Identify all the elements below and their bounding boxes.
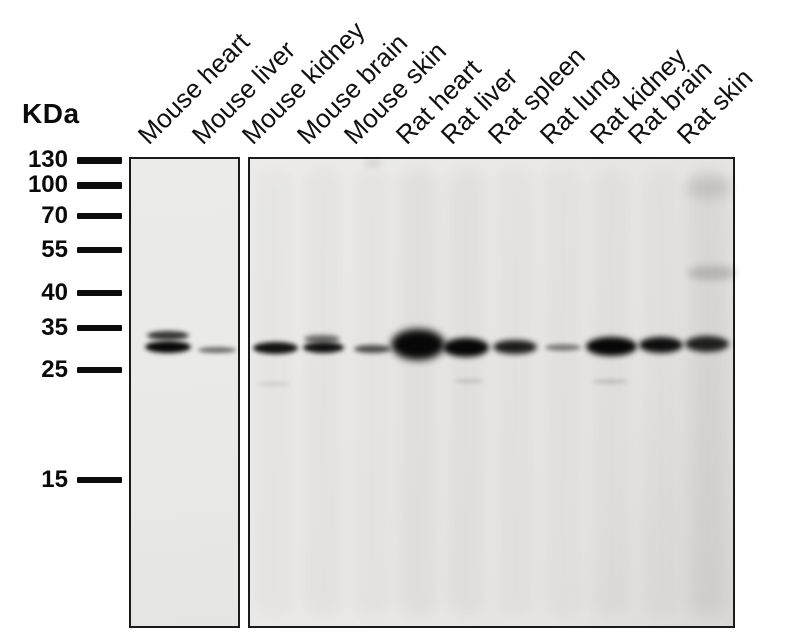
lane-streak-mouse-skin bbox=[353, 168, 391, 616]
band-mouse-liver bbox=[198, 347, 236, 353]
lane-streak-mouse-kidney bbox=[255, 168, 293, 616]
mw-label-35: 35 bbox=[41, 314, 68, 341]
smear-rat-skin-upper bbox=[686, 177, 732, 199]
lane-streak-rat-heart bbox=[399, 168, 437, 616]
band-mouse-skin bbox=[353, 345, 391, 353]
band-rat-spleen bbox=[493, 340, 537, 354]
smear-rat-skin-mid bbox=[687, 266, 737, 280]
mw-tick-70 bbox=[77, 213, 122, 219]
band-rat-lung bbox=[545, 343, 581, 351]
mw-label-70: 70 bbox=[41, 202, 68, 229]
mw-label-15: 15 bbox=[41, 466, 68, 493]
band-rat-skin bbox=[685, 336, 729, 352]
mw-label-25: 25 bbox=[41, 356, 68, 383]
lane-streak-rat-brain bbox=[642, 168, 680, 616]
band-rat-kidney bbox=[585, 336, 637, 356]
mw-label-55: 55 bbox=[41, 236, 68, 263]
subband-rat-kidney bbox=[592, 378, 628, 384]
lane-streak-rat-skin bbox=[688, 168, 726, 616]
band-mouse-heart-upper bbox=[147, 330, 189, 340]
subband-mouse-kidney bbox=[257, 382, 291, 386]
mw-tick-25 bbox=[77, 367, 122, 373]
mw-tick-35 bbox=[77, 325, 122, 331]
lane-streak-rat-kidney bbox=[592, 168, 630, 616]
band-mouse-heart-lower bbox=[145, 341, 191, 353]
mw-tick-130 bbox=[77, 156, 122, 164]
speck-mouse-skin-top bbox=[364, 159, 382, 167]
band-rat-brain bbox=[639, 337, 683, 353]
lane-streak-mouse-brain bbox=[304, 168, 342, 616]
band-mouse-kidney bbox=[252, 342, 298, 354]
subband-rat-liver bbox=[454, 379, 484, 383]
blot-panel-2 bbox=[248, 157, 735, 628]
blot-panel-1 bbox=[129, 157, 240, 628]
mw-tick-100 bbox=[77, 181, 122, 189]
mw-label-100: 100 bbox=[27, 171, 68, 198]
kda-unit-label: KDa bbox=[22, 98, 80, 129]
mw-label-130: 130 bbox=[27, 146, 68, 173]
mw-tick-55 bbox=[77, 247, 122, 253]
mw-tick-40 bbox=[77, 290, 122, 296]
mw-label-40: 40 bbox=[41, 279, 68, 306]
band-mouse-brain bbox=[302, 341, 344, 353]
lane-streak-rat-spleen bbox=[496, 168, 534, 616]
band-rat-liver bbox=[443, 337, 489, 357]
band-mouse-brain-upper bbox=[304, 335, 340, 343]
mw-tick-15 bbox=[77, 477, 122, 483]
lane-streak-rat-lung bbox=[544, 168, 582, 616]
lane-streak-rat-liver bbox=[447, 168, 485, 616]
band-rat-heart bbox=[391, 328, 445, 360]
